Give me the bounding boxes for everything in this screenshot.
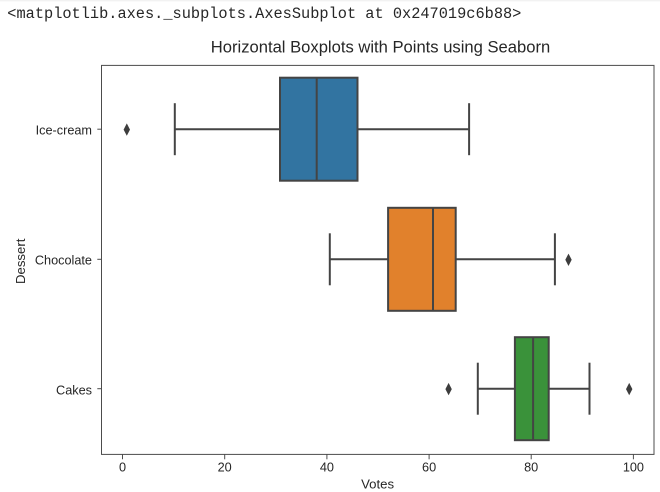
svg-text:60: 60	[422, 461, 436, 475]
svg-text:Cakes: Cakes	[56, 383, 92, 397]
svg-text:0: 0	[119, 461, 126, 475]
svg-text:Horizontal Boxplots with Point: Horizontal Boxplots with Points using Se…	[211, 38, 550, 57]
svg-text:40: 40	[320, 461, 334, 475]
svg-text:Ice-cream: Ice-cream	[36, 124, 92, 138]
svg-text:20: 20	[218, 461, 232, 475]
svg-text:Dessert: Dessert	[13, 238, 28, 284]
svg-text:100: 100	[623, 461, 644, 475]
svg-text:Chocolate: Chocolate	[35, 254, 92, 268]
svg-text:80: 80	[524, 461, 538, 475]
svg-text:<matplotlib.axes._subplots.Axe: <matplotlib.axes._subplots.AxesSubplot a…	[7, 5, 521, 23]
svg-text:Votes: Votes	[361, 477, 394, 492]
